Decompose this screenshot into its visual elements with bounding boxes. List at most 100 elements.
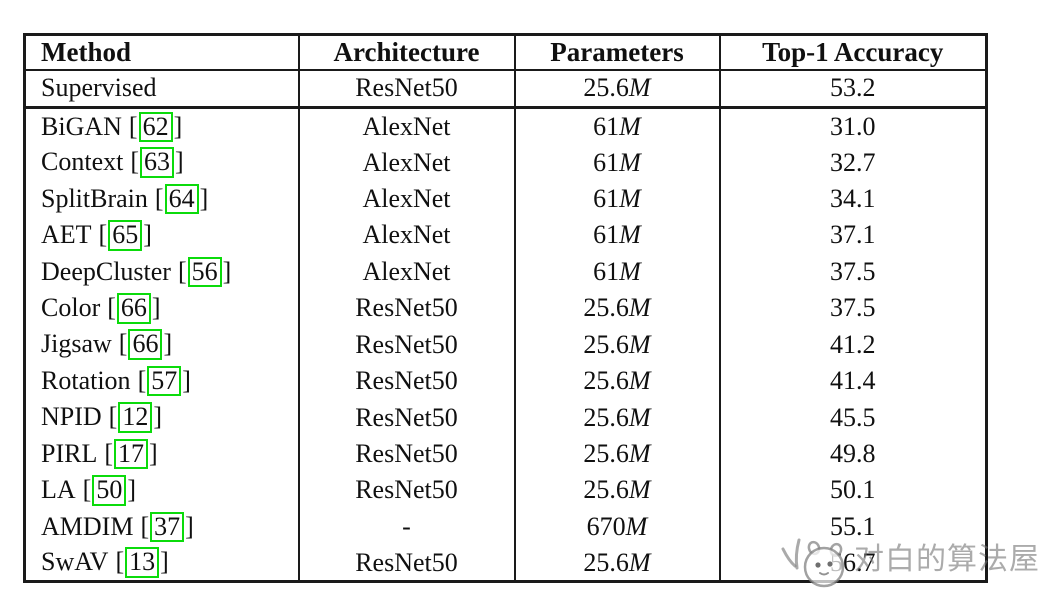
architecture-cell: ResNet50 bbox=[298, 290, 516, 327]
citation-link[interactable]: 63 bbox=[140, 147, 175, 178]
table-row: NPID[12] ResNet50 25.6M 45.5 bbox=[24, 399, 987, 436]
citation: [63] bbox=[130, 147, 184, 178]
accuracy-cell: 56.7 bbox=[830, 547, 876, 577]
citation: [57] bbox=[137, 365, 191, 397]
table-row: AET[65] AlexNet 61M 37.1 bbox=[24, 217, 987, 254]
citation-link[interactable]: 56 bbox=[187, 256, 222, 288]
citation-link[interactable]: 64 bbox=[164, 183, 199, 215]
table-row: AMDIM[37] - 670M 55.1 bbox=[24, 508, 987, 545]
architecture-cell: AlexNet bbox=[298, 180, 516, 218]
table-row: LA[50] ResNet50 25.6M 50.1 bbox=[24, 472, 987, 509]
parameters-cell: 61M bbox=[514, 180, 721, 218]
architecture-cell: ResNet50 bbox=[298, 399, 516, 436]
column-header-accuracy: Top-1 Accuracy bbox=[719, 34, 987, 71]
column-header-method: Method bbox=[24, 34, 300, 71]
method-cell: BiGAN[62] bbox=[24, 107, 300, 145]
accuracy-cell: 41.2 bbox=[830, 329, 876, 359]
method-cell: Jigsaw[66] bbox=[24, 326, 300, 363]
table-row: Rotation[57] ResNet50 25.6M 41.4 bbox=[24, 362, 987, 400]
parameters-cell: 61M bbox=[514, 144, 721, 181]
accuracy-cell: 37.5 bbox=[830, 256, 876, 286]
parameters-cell: 25.6M bbox=[514, 362, 721, 400]
accuracy-cell: 31.0 bbox=[830, 111, 876, 141]
parameters-cell: 670M bbox=[514, 508, 721, 545]
parameters-cell: 25.6M bbox=[514, 326, 721, 363]
method-name: LA bbox=[41, 475, 76, 505]
method-name: Jigsaw bbox=[41, 329, 112, 359]
table-row: BiGAN[62] AlexNet 61M 31.0 bbox=[24, 107, 987, 145]
citation: [62] bbox=[128, 111, 183, 143]
citation-link[interactable]: 37 bbox=[150, 511, 185, 543]
table-row: SwAV[13] ResNet50 25.6M 56.7 bbox=[24, 545, 987, 582]
method-cell: AET[65] bbox=[24, 217, 300, 254]
parameters-cell: 25.6M bbox=[514, 399, 721, 436]
method-name: DeepCluster bbox=[41, 256, 171, 286]
accuracy-cell: 32.7 bbox=[830, 147, 876, 177]
architecture-cell: ResNet50 bbox=[298, 69, 516, 110]
method-cell: SplitBrain[64] bbox=[24, 180, 300, 218]
method-cell: PIRL[17] bbox=[24, 435, 300, 473]
method-name: AET bbox=[41, 220, 92, 250]
table-row: DeepCluster[56] AlexNet 61M 37.5 bbox=[24, 253, 987, 291]
architecture-cell: AlexNet bbox=[298, 253, 516, 291]
method-cell: SwAV[13] bbox=[24, 545, 300, 582]
method-cell: AMDIM[37] bbox=[24, 508, 300, 545]
method-name: Color bbox=[41, 293, 101, 322]
method-cell: DeepCluster[56] bbox=[24, 253, 300, 291]
parameters-cell: 25.6M bbox=[514, 69, 721, 110]
citation: [56] bbox=[177, 256, 232, 288]
table-row: SplitBrain[64] AlexNet 61M 34.1 bbox=[24, 180, 987, 218]
parameters-cell: 61M bbox=[514, 217, 721, 254]
accuracy-cell: 55.1 bbox=[830, 511, 876, 541]
citation-link[interactable]: 66 bbox=[116, 293, 151, 324]
accuracy-cell: 34.1 bbox=[830, 183, 876, 213]
column-header-architecture: Architecture bbox=[298, 34, 516, 71]
method-name: BiGAN bbox=[41, 111, 122, 141]
architecture-cell: ResNet50 bbox=[298, 435, 516, 473]
citation-link[interactable]: 12 bbox=[118, 402, 153, 433]
citation-link[interactable]: 57 bbox=[147, 365, 182, 397]
architecture-cell: ResNet50 bbox=[298, 362, 516, 400]
architecture-cell: AlexNet bbox=[298, 144, 516, 181]
method-cell: LA[50] bbox=[24, 472, 300, 509]
table-row: Supervised ResNet50 25.6M 53.2 bbox=[24, 69, 987, 110]
method-name: SwAV bbox=[41, 547, 109, 577]
method-cell: Supervised bbox=[24, 69, 300, 110]
results-table: Method Architecture Parameters Top-1 Acc… bbox=[23, 33, 988, 583]
parameters-cell: 25.6M bbox=[514, 472, 721, 509]
method-name: AMDIM bbox=[41, 511, 134, 541]
citation-link[interactable]: 17 bbox=[114, 438, 149, 470]
citation-link[interactable]: 50 bbox=[92, 475, 127, 506]
citation: [17] bbox=[104, 438, 158, 470]
citation-link[interactable]: 66 bbox=[128, 329, 163, 360]
parameters-cell: 25.6M bbox=[514, 435, 721, 473]
citation-link[interactable]: 13 bbox=[125, 547, 160, 578]
column-header-parameters: Parameters bbox=[514, 34, 721, 71]
method-cell: NPID[12] bbox=[24, 399, 300, 436]
method-cell: Rotation[57] bbox=[24, 362, 300, 400]
architecture-cell: ResNet50 bbox=[298, 472, 516, 509]
citation-link[interactable]: 62 bbox=[138, 111, 173, 143]
method-name: SplitBrain bbox=[41, 183, 148, 213]
citation-link[interactable]: 65 bbox=[108, 220, 143, 251]
method-cell: Context[63] bbox=[24, 144, 300, 181]
citation: [65] bbox=[98, 220, 152, 251]
accuracy-cell: 37.1 bbox=[830, 220, 876, 250]
architecture-cell: AlexNet bbox=[298, 107, 516, 145]
citation: [13] bbox=[115, 547, 169, 578]
method-name: Supervised bbox=[41, 73, 157, 103]
accuracy-cell: 41.4 bbox=[830, 366, 876, 396]
accuracy-cell: 49.8 bbox=[830, 438, 876, 468]
parameters-cell: 25.6M bbox=[514, 290, 721, 327]
table-row: Context[63] AlexNet 61M 32.7 bbox=[24, 144, 987, 181]
method-name: Context bbox=[41, 147, 124, 177]
table-row: Jigsaw[66] ResNet50 25.6M 41.2 bbox=[24, 326, 987, 363]
citation: [12] bbox=[108, 402, 163, 433]
architecture-cell: ResNet50 bbox=[298, 326, 516, 363]
architecture-cell: - bbox=[298, 508, 516, 545]
method-name: Rotation bbox=[41, 365, 131, 395]
table-row: Color[66] ResNet50 25.6M 37.5 bbox=[24, 290, 987, 327]
method-cell: Color[66] bbox=[24, 290, 300, 327]
architecture-cell: ResNet50 bbox=[298, 545, 516, 582]
citation: [37] bbox=[140, 511, 194, 543]
